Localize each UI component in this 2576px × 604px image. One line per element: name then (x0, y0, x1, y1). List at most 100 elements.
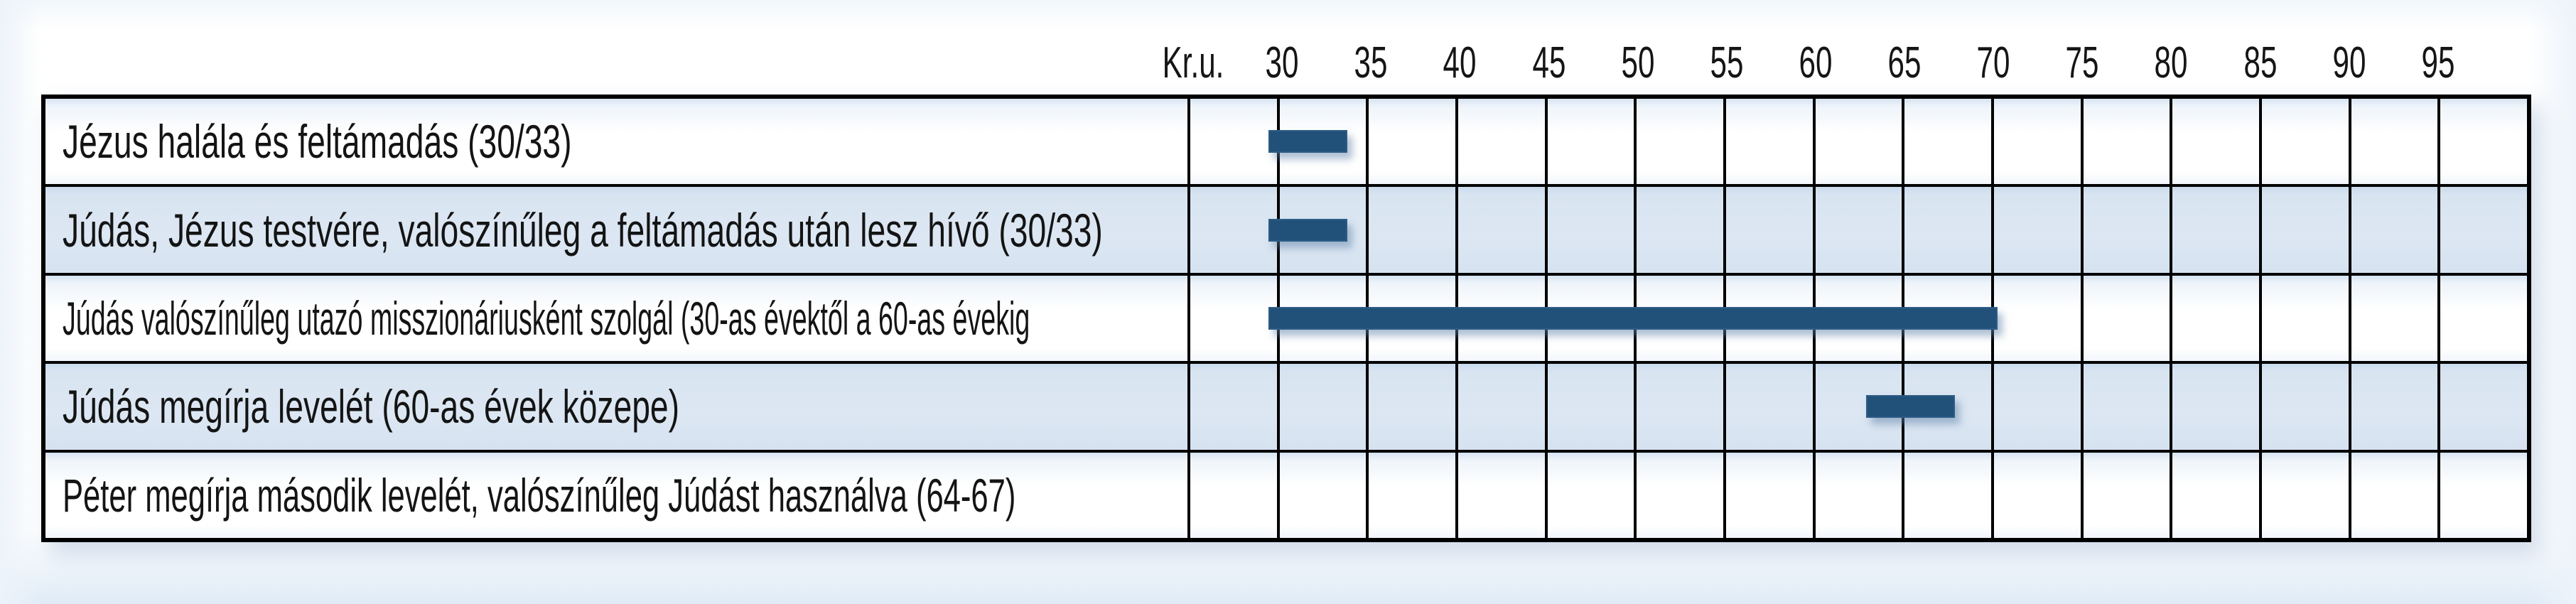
row-timeline (1190, 187, 2528, 273)
grid-cell (1455, 99, 1545, 185)
timeline-row: Péter megírja második levelét, valószínű… (45, 449, 2528, 539)
grid-cell (2348, 99, 2438, 185)
grid-cell (1991, 275, 2081, 362)
row-label-cell: Júdás megírja levelét (60-as évek közepe… (45, 364, 1190, 450)
row-label-cell: Péter megírja második levelét, valószínű… (45, 452, 1190, 539)
grid-cell (2080, 275, 2170, 362)
grid-cell (1190, 364, 1277, 450)
row-timeline (1190, 364, 2528, 450)
grid-cell (1544, 99, 1634, 185)
row-label: Júdás, Jézus testvére, valószínűleg a fe… (63, 203, 1103, 257)
grid-cell (1991, 187, 2081, 273)
timeline-bar (1268, 218, 1347, 242)
grid-cell (1902, 452, 1992, 539)
grid-cell (2170, 452, 2260, 539)
axis-tick-label: 85 (2243, 38, 2278, 87)
grid-cell (2080, 187, 2170, 273)
grid-cell (2080, 99, 2170, 185)
axis-tick-label: 70 (1976, 38, 2010, 87)
grid-cell (2259, 364, 2349, 450)
grid-cell (2170, 99, 2260, 185)
grid-cell (1723, 187, 1813, 273)
grid-cell (2348, 364, 2438, 450)
timeline-row: Júdás megírja levelét (60-as évek közepe… (45, 361, 2528, 450)
grid-cell (1723, 452, 1813, 539)
axis-tick-label: 95 (2421, 38, 2455, 87)
grid-cell (1634, 364, 1724, 450)
axis-tick-label: 55 (1710, 38, 1744, 87)
grid-cell (2437, 275, 2528, 362)
grid-cell (1902, 187, 1992, 273)
grid-cell (1812, 187, 1902, 273)
grid-cell (2437, 364, 2528, 450)
row-label: Jézus halála és feltámadás (30/33) (63, 115, 572, 168)
grid-cell (2348, 275, 2438, 362)
row-label: Péter megírja második levelét, valószínű… (63, 468, 1016, 522)
grid-cell (2259, 99, 2349, 185)
grid-cell (1991, 452, 2081, 539)
grid-cell (1634, 452, 1724, 539)
grid-cell (2437, 452, 2528, 539)
row-timeline (1190, 275, 2528, 362)
grid-cell (1455, 452, 1545, 539)
axis-tick-label: 40 (1443, 38, 1477, 87)
timeline-bar (1268, 130, 1347, 153)
grid-cell (1366, 452, 1456, 539)
grid-cell (1276, 452, 1367, 539)
grid-cell (2348, 452, 2438, 539)
grid-cell (1366, 99, 1456, 185)
grid-cell (1544, 452, 1634, 539)
axis-tick-label: 45 (1532, 38, 1565, 87)
row-label-cell: Júdás, Jézus testvére, valószínűleg a fe… (45, 187, 1190, 273)
grid-cell (2437, 187, 2528, 273)
axis-tick-label: 80 (2155, 38, 2188, 87)
grid-cell (2170, 364, 2260, 450)
grid-cell (2348, 187, 2438, 273)
timeline-bar (1865, 395, 1955, 419)
grid-cell (1812, 452, 1902, 539)
grid-cell (2080, 452, 2170, 539)
axis-tick-label: 75 (2065, 38, 2099, 87)
axis-era-label: Kr.u. (1162, 38, 1224, 87)
row-timeline (1190, 452, 2528, 539)
timeline-row: Jézus halála és feltámadás (30/33) (45, 99, 2528, 185)
grid-cell (2259, 452, 2349, 539)
grid-cell (1723, 364, 1813, 450)
grid-cell (1190, 187, 1277, 273)
row-label-cell: Júdás valószínűleg utazó misszionáriuské… (45, 275, 1190, 362)
grid-cell (1455, 187, 1545, 273)
grid-cell (1634, 187, 1724, 273)
row-label-cell: Jézus halála és feltámadás (30/33) (45, 99, 1190, 185)
grid-cell (1190, 99, 1277, 185)
row-label: Júdás valószínűleg utazó misszionáriuské… (63, 292, 1030, 345)
grid-cell (1455, 364, 1545, 450)
axis-tick-label: 30 (1265, 38, 1299, 87)
axis-tick-label: 60 (1799, 38, 1833, 87)
grid-cell (2259, 275, 2349, 362)
timeline-table: Jézus halála és feltámadás (30/33) Júdás… (41, 95, 2531, 542)
grid-cell (1276, 364, 1367, 450)
grid-cell (2170, 275, 2260, 362)
grid-cell (1812, 99, 1902, 185)
row-label: Júdás megírja levelét (60-as évek közepe… (63, 380, 679, 433)
grid-cell (1190, 275, 1277, 362)
row-timeline (1190, 99, 2528, 185)
axis-tick-label: 90 (2332, 38, 2366, 87)
grid-cell (1190, 452, 1277, 539)
grid-cell (1991, 99, 2081, 185)
grid-cell (2259, 187, 2349, 273)
timeline-row: Júdás valószínűleg utazó misszionáriuské… (45, 272, 2528, 362)
grid-cell (1544, 364, 1634, 450)
grid-cell (1991, 364, 2081, 450)
grid-cell (2170, 187, 2260, 273)
timeline-bar (1268, 307, 1998, 330)
grid-cell (1544, 187, 1634, 273)
grid-cell (1366, 187, 1456, 273)
grid-cell (1723, 99, 1813, 185)
grid-cell (2437, 99, 2528, 185)
axis-tick-label: 50 (1621, 38, 1655, 87)
time-axis: Kr.u. 30 35 40 45 50 55 60 65 70 75 80 85 90 95 (1163, 21, 2527, 92)
timeline-row: Júdás, Jézus testvére, valószínűleg a fe… (45, 184, 2528, 273)
grid-cell (2080, 364, 2170, 450)
